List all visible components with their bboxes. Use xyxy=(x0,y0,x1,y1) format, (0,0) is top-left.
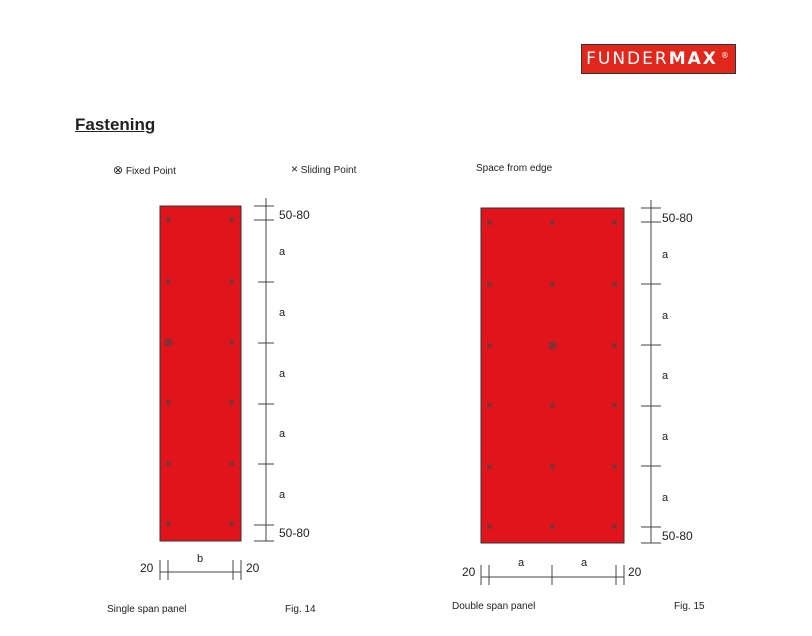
legend-fixed-point: ⊗ Fixed Point xyxy=(113,163,176,177)
fig14-dim-top: 50-80 xyxy=(279,208,310,222)
fixed-point-label: Fixed Point xyxy=(125,166,176,177)
fig14-dim-a: a xyxy=(279,368,286,380)
space-from-edge-label: Space from edge xyxy=(476,163,553,174)
fig15-dim-a-left: a xyxy=(518,557,525,569)
fig14-dim-a: a xyxy=(279,246,286,258)
fig14-vertical-dimension xyxy=(254,198,274,542)
fig15-sliding-points xyxy=(486,219,618,530)
fig15-dim-a: a xyxy=(662,431,669,443)
fig15-dim-a: a xyxy=(662,310,669,322)
fig14-sliding-points xyxy=(165,216,235,527)
fig14-horizontal-dimension xyxy=(159,560,242,580)
fig15-caption: Double span panel xyxy=(452,601,536,612)
fig14-dim-b: b xyxy=(197,553,204,565)
fig14-dim-bottom: 50-80 xyxy=(279,526,310,540)
fig14-fixed-point xyxy=(164,338,173,347)
fig14-dim-a: a xyxy=(279,307,286,319)
fig14-panel xyxy=(159,205,242,542)
fig14-label: Fig. 14 xyxy=(285,604,316,615)
fig15-dim-bottom: 50-80 xyxy=(662,529,693,543)
fig15-dim-right: 20 xyxy=(628,565,642,579)
fig15-dim-left: 20 xyxy=(462,565,476,579)
fig14-dim-right: 20 xyxy=(246,561,260,575)
sliding-point-label: Sliding Point xyxy=(300,165,357,176)
logo-text-part2: MAX xyxy=(668,49,718,69)
legend-sliding-point: × Sliding Point xyxy=(291,162,356,176)
fig15-dim-top: 50-80 xyxy=(662,211,693,225)
fixed-point-icon: ⊗ xyxy=(113,163,124,177)
fig15-fixed-point xyxy=(548,341,557,350)
fig15-label: Fig. 15 xyxy=(674,601,705,612)
fig14-caption: Single span panel xyxy=(107,604,187,615)
fig14-dim-left: 20 xyxy=(140,561,154,575)
fig15-dim-a: a xyxy=(662,370,669,382)
fig14-dim-a: a xyxy=(279,489,286,501)
fig14-dim-a: a xyxy=(279,428,286,440)
sliding-point-icon: × xyxy=(291,162,299,176)
fig15-vertical-dimension xyxy=(641,200,661,544)
page-title: Fastening xyxy=(75,115,156,134)
logo-text-part1: FUNDER xyxy=(586,49,669,69)
fundermax-logo: FUNDER MAX ® xyxy=(581,44,736,74)
fig15-dim-a: a xyxy=(662,492,669,504)
fig15-dim-a: a xyxy=(662,249,669,261)
fig15-panel xyxy=(480,207,625,544)
fig15-dim-a-right: a xyxy=(581,557,588,569)
registered-mark: ® xyxy=(720,50,731,60)
fig15-horizontal-dimension xyxy=(480,565,625,585)
